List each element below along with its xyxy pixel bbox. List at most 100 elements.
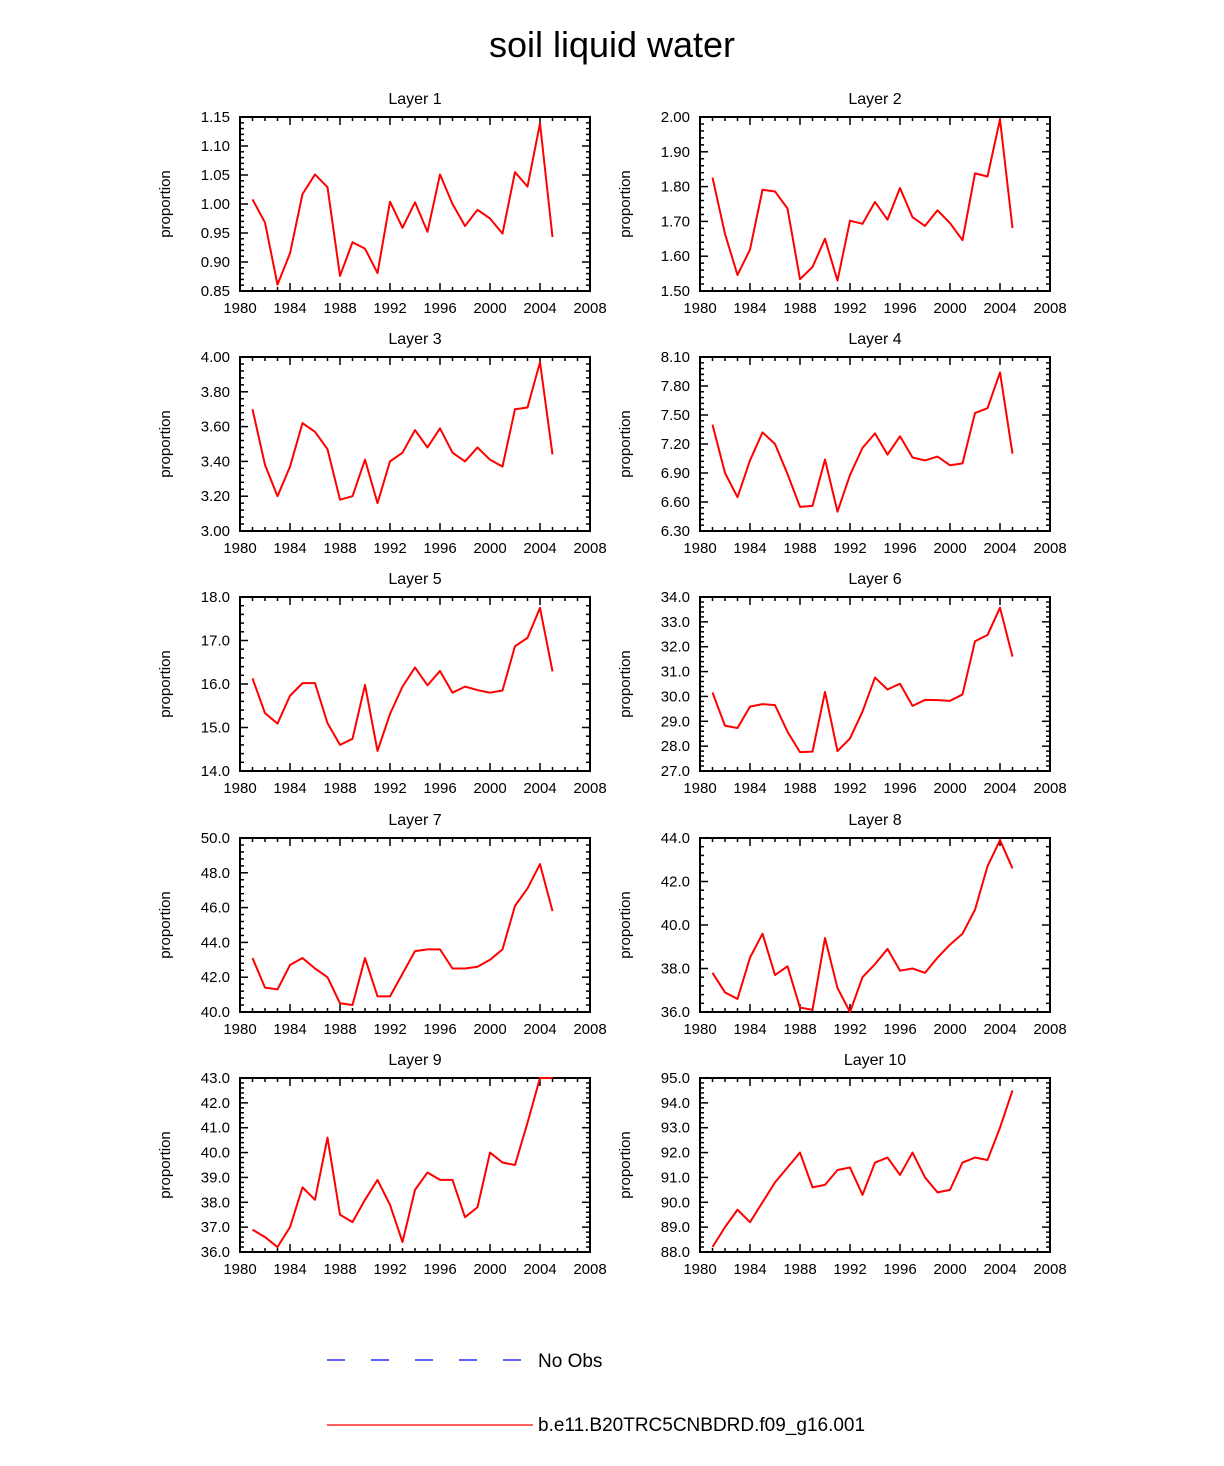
x-tick-label-layer-9: 1992	[373, 1261, 406, 1278]
x-tick-label-layer-5: 2000	[473, 780, 506, 797]
x-tick-label-layer-9: 1984	[273, 1261, 306, 1278]
x-tick-label-layer-10: 1988	[783, 1261, 816, 1278]
x-tick-label-layer-10: 2008	[1033, 1261, 1066, 1278]
x-tick-label-layer-3: 1988	[323, 540, 356, 557]
x-tick-label-layer-1: 1988	[323, 300, 356, 317]
y-tick-label-layer-8: 40.0	[661, 917, 690, 934]
x-tick-label-layer-7: 1988	[323, 1021, 356, 1038]
panel-layer-5: Layer 5 proportion 1980 1984 1988 1992 1996 200…	[157, 571, 607, 797]
y-tick-label-layer-4: 7.20	[661, 436, 690, 453]
plot-frame-layer-2	[699, 116, 1051, 292]
x-tick-label-layer-1: 1980	[223, 300, 256, 317]
y-tick-label-layer-10: 92.0	[661, 1145, 690, 1162]
panel-layer-7: Layer 7 proportion 1980 1984 1988 1992 1996 200…	[157, 812, 607, 1038]
y-tick-label-layer-7: 50.0	[201, 830, 230, 847]
x-tick-label-layer-6: 2008	[1033, 780, 1066, 797]
x-tick-label-layer-2: 2008	[1033, 300, 1066, 317]
plot-frame-layer-9	[239, 1077, 591, 1253]
y-tick-label-layer-5: 16.0	[201, 676, 230, 693]
panel-layer-4: Layer 4 proportion 1980 1984 1988 1992 1996 200…	[617, 331, 1067, 557]
y-tick-label-layer-10: 94.0	[661, 1095, 690, 1112]
x-tick-label-layer-1: 1992	[373, 300, 406, 317]
x-tick-label-layer-10: 2000	[933, 1261, 966, 1278]
panel-title-layer-7: Layer 7	[388, 812, 441, 829]
series-line-layer-8	[711, 839, 1014, 1013]
x-tick-label-layer-5: 1996	[423, 780, 456, 797]
y-tick-label-layer-3: 3.60	[201, 419, 230, 436]
x-tick-label-layer-7: 1996	[423, 1021, 456, 1038]
y-tick-label-layer-9: 36.0	[201, 1244, 230, 1261]
x-tick-label-layer-5: 1988	[323, 780, 356, 797]
y-tick-label-layer-3: 4.00	[201, 349, 230, 366]
panel-title-layer-1: Layer 1	[388, 91, 441, 108]
y-tick-label-layer-5: 15.0	[201, 720, 230, 737]
y-tick-label-layer-8: 42.0	[661, 874, 690, 891]
y-tick-label-layer-1: 1.15	[201, 109, 230, 126]
series-line-layer-10	[711, 1090, 1014, 1248]
x-tick-label-layer-5: 1980	[223, 780, 256, 797]
panel-layer-9: Layer 9 proportion 1980 1984 1988 1992 1996 200…	[157, 1052, 607, 1278]
y-tick-label-layer-6: 32.0	[661, 639, 690, 656]
legend-label-no-obs: No Obs	[538, 1351, 602, 1372]
plot-frame-layer-6	[699, 596, 1051, 772]
x-tick-label-layer-9: 2000	[473, 1261, 506, 1278]
x-tick-label-layer-9: 1996	[423, 1261, 456, 1278]
y-axis-label-layer-9: proportion	[157, 1131, 174, 1199]
y-tick-label-layer-9: 40.0	[201, 1145, 230, 1162]
x-tick-label-layer-4: 2008	[1033, 540, 1066, 557]
y-tick-label-layer-2: 1.80	[661, 179, 690, 196]
y-tick-label-layer-9: 41.0	[201, 1120, 230, 1137]
x-tick-label-layer-2: 1996	[883, 300, 916, 317]
x-tick-label-layer-3: 2008	[573, 540, 606, 557]
x-tick-label-layer-2: 1984	[733, 300, 766, 317]
panel-title-layer-10: Layer 10	[844, 1052, 906, 1069]
x-tick-label-layer-1: 2004	[523, 300, 556, 317]
y-axis-label-layer-8: proportion	[617, 891, 634, 959]
x-tick-label-layer-4: 1984	[733, 540, 766, 557]
y-axis-label-layer-3: proportion	[157, 410, 174, 478]
panel-layer-3: Layer 3 proportion 1980 1984 1988 1992 1996 200…	[157, 331, 607, 557]
x-tick-label-layer-2: 1980	[683, 300, 716, 317]
series-line-layer-1	[251, 122, 554, 286]
y-tick-label-layer-6: 28.0	[661, 738, 690, 755]
y-axis-label-layer-5: proportion	[157, 650, 174, 718]
x-tick-label-layer-6: 1992	[833, 780, 866, 797]
x-tick-label-layer-10: 1996	[883, 1261, 916, 1278]
y-tick-label-layer-10: 89.0	[661, 1219, 690, 1236]
panel-layer-10: Layer 10 proportion 1980 1984 1988 1992 1996 20…	[617, 1052, 1067, 1278]
y-tick-label-layer-2: 2.00	[661, 109, 690, 126]
panel-title-layer-6: Layer 6	[848, 571, 901, 588]
x-tick-label-layer-4: 2000	[933, 540, 966, 557]
x-tick-label-layer-8: 2008	[1033, 1021, 1066, 1038]
y-tick-label-layer-7: 42.0	[201, 969, 230, 986]
y-tick-label-layer-6: 31.0	[661, 664, 690, 681]
x-tick-label-layer-9: 2004	[523, 1261, 556, 1278]
chart-title: soil liquid water	[489, 24, 735, 65]
y-axis-label-layer-4: proportion	[617, 410, 634, 478]
y-tick-label-layer-3: 3.80	[201, 384, 230, 401]
y-tick-label-layer-6: 34.0	[661, 589, 690, 606]
series-line-layer-5	[251, 606, 554, 752]
y-tick-label-layer-1: 0.90	[201, 254, 230, 271]
x-tick-label-layer-8: 2004	[983, 1021, 1016, 1038]
x-tick-label-layer-7: 2004	[523, 1021, 556, 1038]
x-tick-label-layer-5: 1992	[373, 780, 406, 797]
x-tick-label-layer-1: 1984	[273, 300, 306, 317]
y-tick-label-layer-9: 37.0	[201, 1219, 230, 1236]
y-tick-label-layer-7: 40.0	[201, 1004, 230, 1021]
x-tick-label-layer-8: 1980	[683, 1021, 716, 1038]
series-line-layer-7	[251, 863, 554, 1007]
x-tick-label-layer-8: 1992	[833, 1021, 866, 1038]
panel-layer-1: Layer 1 proportion 1980 1984 1988 1992 1996 200…	[157, 91, 607, 317]
panel-title-layer-4: Layer 4	[848, 331, 901, 348]
panel-title-layer-3: Layer 3	[388, 331, 441, 348]
y-tick-label-layer-10: 95.0	[661, 1070, 690, 1087]
x-tick-label-layer-8: 2000	[933, 1021, 966, 1038]
legend-label-model: b.e11.B20TRC5CNBDRD.f09_g16.001	[538, 1415, 865, 1436]
panel-layer-8: Layer 8 proportion 1980 1984 1988 1992 1996 200…	[617, 812, 1067, 1038]
x-tick-label-layer-2: 1992	[833, 300, 866, 317]
x-tick-label-layer-1: 1996	[423, 300, 456, 317]
x-tick-label-layer-6: 1988	[783, 780, 816, 797]
y-tick-label-layer-4: 6.60	[661, 494, 690, 511]
